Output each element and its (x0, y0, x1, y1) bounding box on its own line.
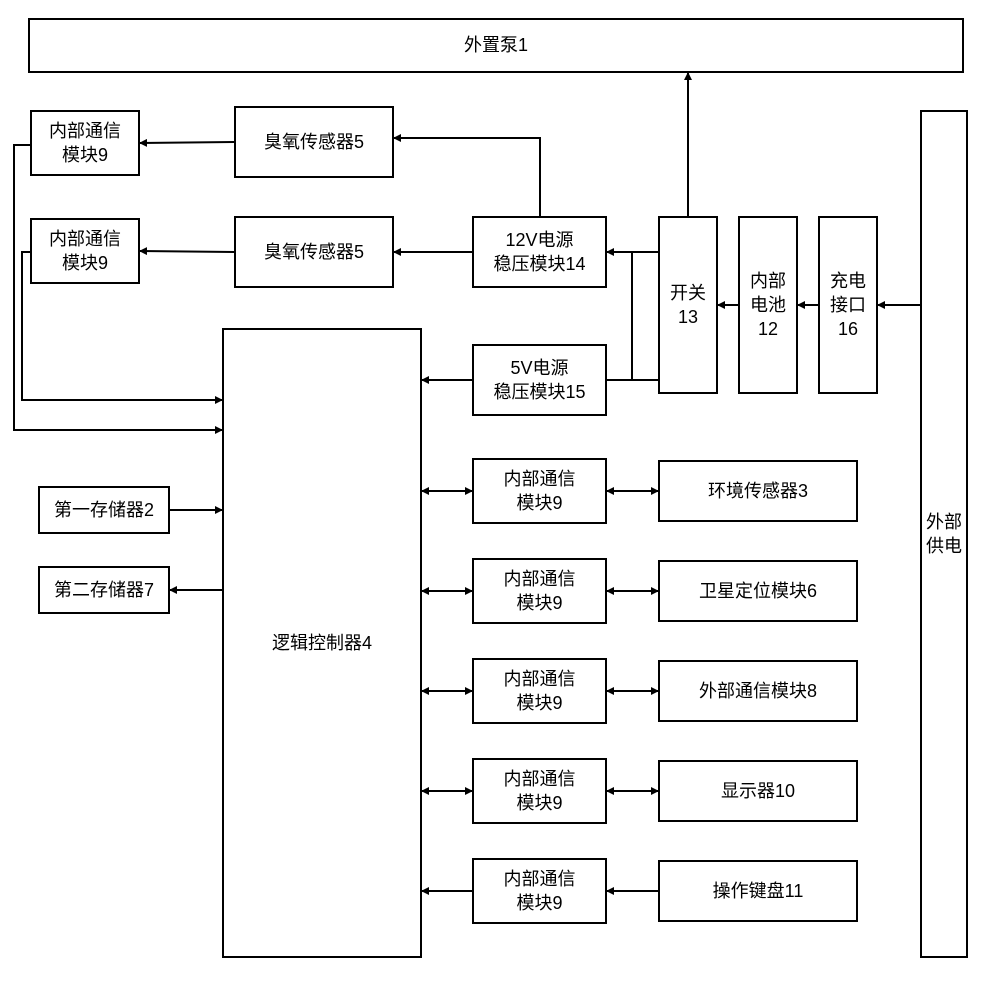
node-logic: 逻辑控制器4 (222, 328, 422, 958)
node-label: 充电 接口 16 (830, 269, 866, 342)
node-comm_env: 内部通信 模块9 (472, 458, 607, 524)
node-store2: 第二存储器7 (38, 566, 170, 614)
node-label: 逻辑控制器4 (272, 631, 372, 655)
node-label: 第二存储器7 (54, 578, 154, 602)
node-comm_gps: 内部通信 模块9 (472, 558, 607, 624)
node-comm_b: 内部通信 模块9 (30, 218, 140, 284)
node-display: 显示器10 (658, 760, 858, 822)
node-store1: 第一存储器2 (38, 486, 170, 534)
diagram-canvas: 外置泵1 内部通信 模块9 臭氧传感器5 内部通信 模块9 臭氧传感器5 12V电源 稳压… (0, 0, 1000, 985)
node-comm_kbd: 内部通信 模块9 (472, 858, 607, 924)
node-battery: 内部 电池 12 (738, 216, 798, 394)
node-label: 操作键盘11 (713, 879, 804, 903)
node-label: 环境传感器3 (708, 479, 808, 503)
node-label: 臭氧传感器5 (264, 130, 364, 154)
node-switch: 开关 13 (658, 216, 718, 394)
node-keyboard: 操作键盘11 (658, 860, 858, 922)
node-comm_disp: 内部通信 模块9 (472, 758, 607, 824)
node-comm_a: 内部通信 模块9 (30, 110, 140, 176)
node-ext_comm: 外部通信模块8 (658, 660, 858, 722)
node-label: 显示器10 (721, 779, 795, 803)
node-label: 外部通信模块8 (699, 679, 817, 703)
node-reg5v: 5V电源 稳压模块15 (472, 344, 607, 416)
node-label: 12V电源 稳压模块14 (493, 228, 585, 277)
node-env_sensor: 环境传感器3 (658, 460, 858, 522)
node-label: 臭氧传感器5 (264, 240, 364, 264)
node-pump: 外置泵1 (28, 18, 964, 73)
node-label: 卫星定位模块6 (699, 579, 817, 603)
node-label: 内部通信 模块9 (504, 867, 576, 916)
node-ozone_a: 臭氧传感器5 (234, 106, 394, 178)
node-label: 开关 13 (670, 281, 706, 330)
node-label: 外部 供电 (926, 510, 962, 559)
node-reg12v: 12V电源 稳压模块14 (472, 216, 607, 288)
node-label: 5V电源 稳压模块15 (493, 356, 585, 405)
node-label: 第一存储器2 (54, 498, 154, 522)
node-charge: 充电 接口 16 (818, 216, 878, 394)
node-ext_power: 外部 供电 (920, 110, 968, 958)
node-label: 外置泵1 (464, 33, 528, 57)
node-ozone_b: 臭氧传感器5 (234, 216, 394, 288)
node-comm_ext: 内部通信 模块9 (472, 658, 607, 724)
node-label: 内部通信 模块9 (49, 227, 121, 276)
node-gps: 卫星定位模块6 (658, 560, 858, 622)
node-label: 内部通信 模块9 (504, 667, 576, 716)
node-label: 内部通信 模块9 (504, 467, 576, 516)
node-label: 内部通信 模块9 (504, 567, 576, 616)
node-label: 内部通信 模块9 (49, 119, 121, 168)
node-label: 内部 电池 12 (750, 269, 786, 342)
node-label: 内部通信 模块9 (504, 767, 576, 816)
